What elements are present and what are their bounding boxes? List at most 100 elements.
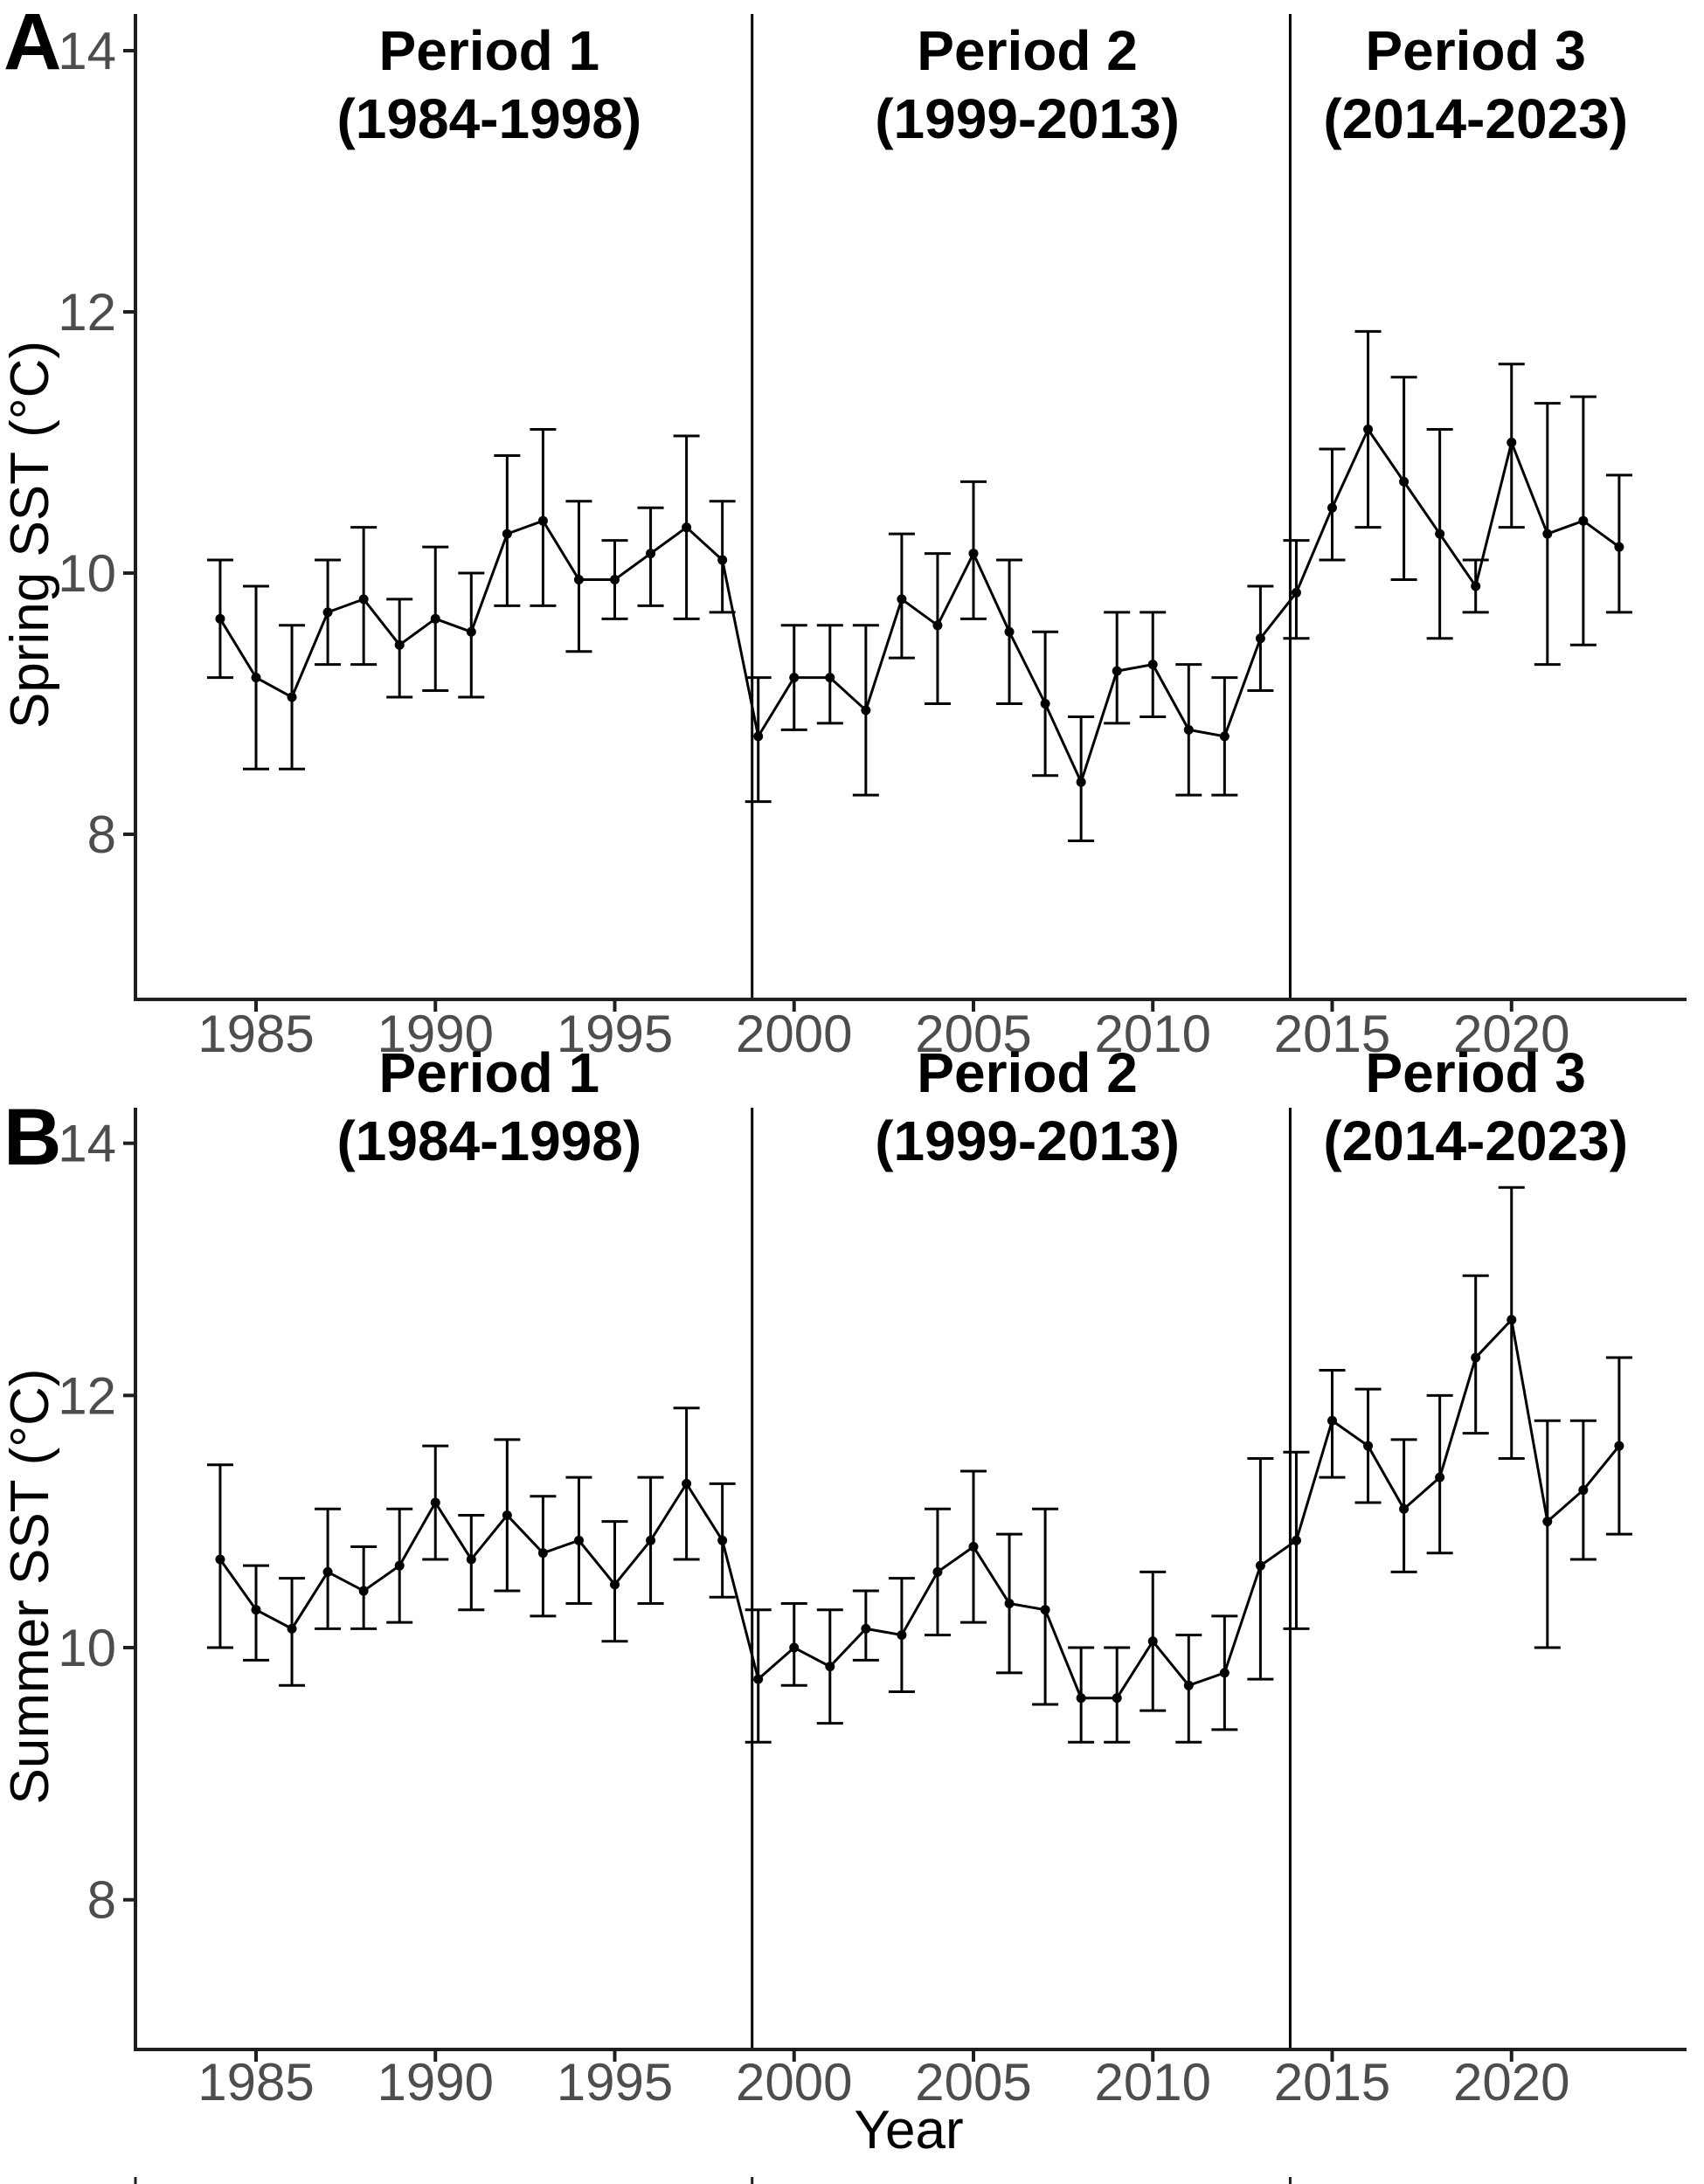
data-point [537, 515, 548, 526]
y-tick-label: 10 [58, 544, 116, 603]
data-point [789, 1642, 800, 1653]
panel-b-letter: B [3, 1093, 62, 1182]
data-point [322, 1566, 333, 1577]
mean-line [218, 426, 1620, 786]
data-point [753, 731, 764, 742]
data-point [861, 1623, 871, 1634]
data-point [897, 1630, 907, 1641]
data-point [1076, 1693, 1086, 1704]
period-title: Period 3 [1365, 1041, 1586, 1104]
data-point [430, 1497, 440, 1508]
data-point [1147, 660, 1158, 670]
data-point [968, 549, 979, 559]
data-point [1040, 1605, 1050, 1615]
x-tick-label: 2000 [736, 2053, 852, 2111]
x-tick-label: 2015 [1274, 1005, 1390, 1063]
x-tick-label: 2005 [915, 1005, 1031, 1063]
period-title: Period 3 [1365, 19, 1586, 82]
x-tick-label: 2015 [1274, 2053, 1390, 2111]
x-tick-label: 1990 [378, 1005, 494, 1063]
data-point [753, 1674, 764, 1684]
data-point [287, 1623, 297, 1634]
data-point [1076, 777, 1086, 787]
data-point [1507, 1315, 1517, 1325]
data-point [502, 1510, 512, 1520]
data-point [215, 1554, 225, 1565]
data-point [1112, 1693, 1122, 1704]
data-point [861, 705, 871, 715]
data-point [1471, 581, 1481, 591]
x-axis-title: Year [854, 2100, 964, 2160]
data-point [932, 620, 943, 631]
data-point [1183, 1680, 1194, 1690]
data-point [1291, 1535, 1301, 1545]
data-point [1147, 1636, 1158, 1647]
data-point [789, 673, 800, 683]
data-point [1327, 502, 1337, 513]
data-point [682, 1478, 692, 1489]
panel-b-y-axis-title: Summer SST (°C) [0, 1368, 60, 1805]
period-title: Period 2 [917, 1041, 1138, 1104]
data-point [358, 1586, 369, 1596]
data-point [1363, 425, 1374, 435]
y-tick-label: 10 [58, 1619, 116, 1677]
data-point [1471, 1352, 1481, 1363]
data-point [1004, 1598, 1015, 1608]
data-point [1399, 476, 1410, 487]
data-point [251, 673, 261, 683]
data-point [825, 673, 835, 683]
period-range: (2014-2023) [1323, 1109, 1628, 1172]
data-point [682, 522, 692, 533]
data-point [537, 1548, 548, 1559]
data-point [717, 1535, 728, 1545]
data-point [215, 613, 225, 624]
data-point [251, 1605, 261, 1615]
period-title: Period 1 [379, 1041, 600, 1104]
x-tick-label: 2020 [1453, 1005, 1569, 1063]
x-tick-label: 2010 [1095, 2053, 1211, 2111]
data-point [430, 613, 440, 624]
period-range: (1984-1998) [336, 1109, 641, 1172]
data-point [1542, 1517, 1553, 1527]
data-point [466, 1554, 476, 1565]
data-point [1399, 1503, 1410, 1514]
data-point [1363, 1441, 1374, 1451]
data-point [502, 529, 512, 539]
x-tick-label: 1985 [197, 1005, 314, 1063]
data-point [646, 1535, 656, 1545]
period-title: Period 1 [379, 19, 600, 82]
x-tick-label: 1990 [378, 2053, 494, 2111]
data-point [573, 574, 584, 584]
data-point [646, 549, 656, 559]
y-tick-label: 8 [87, 1871, 116, 1930]
y-tick-label: 14 [58, 1115, 116, 1173]
data-point [1291, 587, 1301, 598]
panel-a-letter: A [3, 0, 62, 86]
data-point [1435, 1472, 1445, 1482]
data-point [1507, 438, 1517, 447]
period-title: Period 2 [917, 19, 1138, 82]
x-tick-label: 1995 [557, 2053, 673, 2111]
data-point [717, 555, 728, 565]
data-point [287, 692, 297, 702]
x-tick-label: 1985 [197, 2053, 314, 2111]
y-tick-label: 14 [58, 22, 116, 80]
data-point [358, 594, 369, 605]
mean-line [218, 1317, 1621, 1700]
data-point [1183, 724, 1194, 735]
data-point [1255, 1560, 1265, 1571]
data-point [1255, 633, 1265, 644]
data-point [466, 626, 476, 637]
data-point [1219, 731, 1230, 742]
data-point [573, 1535, 584, 1545]
data-point [897, 594, 907, 605]
data-point [1614, 542, 1624, 552]
data-point [932, 1566, 943, 1577]
data-point [1004, 626, 1015, 637]
data-point [1435, 529, 1445, 539]
data-point [322, 607, 333, 618]
data-point [610, 1579, 620, 1590]
data-point [968, 1542, 979, 1552]
